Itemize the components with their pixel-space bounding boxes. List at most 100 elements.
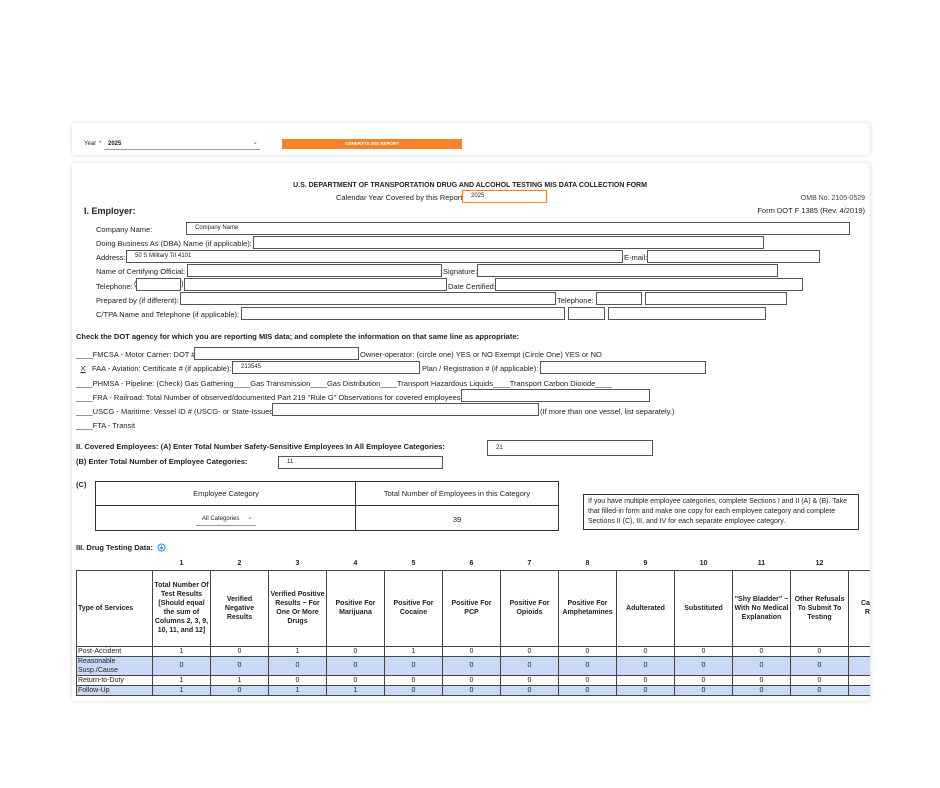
cell: 0	[210, 655, 269, 676]
label: Plan / Registration # (if applicable):	[422, 364, 539, 373]
input[interactable]	[187, 264, 442, 277]
input[interactable]	[253, 236, 764, 249]
cell: 0	[616, 684, 675, 696]
input[interactable]	[477, 264, 778, 277]
cell: 0	[558, 684, 617, 696]
label: Telephone:	[96, 282, 133, 291]
cell	[77, 558, 153, 570]
cell	[848, 645, 870, 657]
input[interactable]	[136, 278, 181, 291]
info-icon[interactable]	[157, 543, 166, 552]
data-row: Follow-Up 1 0 1 1 0 0 0 0 0 0 0 0	[76, 684, 870, 696]
label: ____USCG - Maritime: Vessel ID # (USCG- …	[76, 407, 279, 416]
data-row: Return-to-Duty 1 1 0 0 0 0 0 0 0 0 0 0	[76, 674, 870, 686]
input[interactable]	[194, 347, 359, 360]
section-title: III. Drug Testing Data:	[76, 543, 153, 552]
cell	[848, 655, 870, 676]
input[interactable]	[461, 389, 650, 402]
generate-button[interactable]: GENERATE MIS REPORT	[282, 139, 462, 149]
cell: 0	[732, 645, 791, 657]
year-select[interactable]: 2025 ⌄	[104, 137, 260, 150]
input[interactable]	[184, 278, 447, 291]
omb: OMB No. 2105-0529	[800, 195, 865, 202]
cell: 1	[152, 645, 211, 657]
cell: 0	[732, 684, 791, 696]
input[interactable]: 50 S Military Trl 4101	[126, 250, 623, 263]
cell: 0	[210, 645, 269, 657]
paren: )	[181, 279, 184, 288]
cell: 1	[384, 645, 443, 657]
chevron: ⌄	[247, 514, 253, 521]
cell: 0	[732, 674, 791, 686]
input[interactable]	[608, 307, 766, 320]
label: Name of Certifying Official:	[96, 267, 186, 276]
label: Signature:	[443, 267, 478, 276]
label: Doing Business As (DBA) Name (if applica…	[96, 239, 252, 248]
input[interactable]: Company Name	[186, 222, 850, 235]
category: All Categories	[202, 516, 240, 522]
cell: 0	[790, 645, 849, 657]
input[interactable]	[647, 250, 820, 263]
divider	[355, 482, 356, 530]
label: Prepared by (if different):	[96, 296, 179, 305]
label: Address:	[96, 253, 126, 262]
cell: 0	[152, 655, 211, 676]
cell: 0	[500, 674, 559, 686]
column-number: 8	[558, 558, 617, 571]
header: Positive For Cocaine	[384, 569, 443, 647]
cell: 0	[384, 655, 443, 676]
cell: 0	[558, 674, 617, 686]
cell: 0	[790, 674, 849, 686]
cell	[848, 684, 870, 696]
cell: 0	[500, 684, 559, 696]
cell: 0	[732, 655, 791, 676]
input[interactable]	[540, 361, 706, 374]
cell: 0	[500, 645, 559, 657]
input[interactable]	[568, 307, 605, 320]
category-count: 39	[452, 515, 462, 524]
cell: 0	[384, 684, 443, 696]
category-select[interactable]: All Categories ⌄	[196, 513, 256, 526]
label: E-mail:	[624, 253, 648, 262]
cell: 0	[616, 655, 675, 676]
input[interactable]	[596, 292, 642, 305]
data-row: Reasonable Susp./Cause 0 0 0 0 0 0 0 0 0 0 0 0	[76, 655, 870, 676]
header: Substituted	[674, 569, 733, 647]
label: ____FRA - Railroad: Total Number of obse…	[76, 393, 463, 402]
input[interactable]: 21	[487, 440, 653, 456]
column-number: 1	[152, 558, 211, 571]
cell: 0	[384, 674, 443, 686]
input[interactable]: 11	[278, 456, 443, 469]
cell: 0	[790, 655, 849, 676]
header: Positive For Marijuana	[326, 569, 385, 647]
chevron: ⌄	[252, 139, 258, 146]
label: Company Name:	[96, 225, 153, 234]
form-number: Form DOT F 1385 (Rev. 4/2019)	[757, 206, 865, 215]
input[interactable]	[180, 292, 556, 305]
note: If you have multiple employee categories…	[583, 494, 859, 530]
cell: 0	[674, 645, 733, 657]
section-title: I. Employer:	[84, 206, 136, 216]
form-panel: U.S. DEPARTMENT OF TRANSPORTATION DRUG A…	[72, 163, 870, 701]
input[interactable]	[645, 292, 787, 305]
label: (If more than one vessel, list separatel…	[540, 407, 675, 416]
column-number: 3	[268, 558, 327, 571]
input[interactable]	[241, 307, 565, 320]
section-title: Check the DOT agency for which you are r…	[76, 332, 519, 341]
input[interactable]	[272, 403, 539, 416]
calendar-year[interactable]: 2025	[462, 190, 547, 203]
column-number: 2	[210, 558, 269, 571]
header: Verified Negative Results	[210, 569, 269, 647]
header: Verified Positive Results ~ For One Or M…	[268, 569, 327, 647]
header: Total Number of Employees in this Catego…	[383, 489, 531, 498]
header: "Shy Bladder" ~ With No Medical Explanat…	[732, 569, 791, 647]
input[interactable]	[495, 278, 803, 291]
header: Positive For PCP	[442, 569, 501, 647]
cell	[848, 674, 870, 686]
label: ____FTA - Transit	[76, 421, 136, 430]
paren: (	[134, 279, 137, 289]
label: ____FMCSA - Motor Carrier: DOT #:	[76, 350, 198, 359]
year-label: Year	[84, 141, 97, 147]
input[interactable]: 213545	[232, 361, 420, 374]
